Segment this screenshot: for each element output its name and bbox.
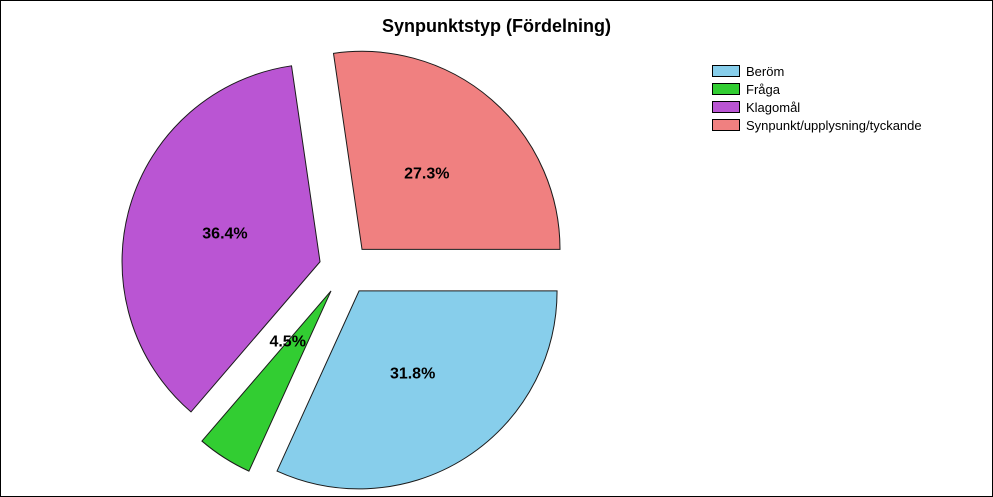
- pie-label-synpunkt: 27.3%: [404, 166, 449, 183]
- pie-label-berom: 31.8%: [390, 365, 435, 382]
- legend-item-klagomal: Klagomål: [712, 98, 922, 116]
- pie-label-klagomal: 36.4%: [202, 225, 247, 242]
- chart-title: Synpunktstyp (Fördelning): [382, 16, 611, 36]
- legend-swatch-fraga: [712, 83, 740, 95]
- legend-swatch-berom: [712, 65, 740, 77]
- legend-label-berom: Beröm: [746, 63, 785, 79]
- legend-label-klagomal: Klagomål: [746, 99, 801, 115]
- pie-slice-fraga: [201, 290, 332, 472]
- legend-swatch-synpunkt: [712, 119, 740, 131]
- pie-slice-berom: [276, 290, 558, 490]
- legend-item-fraga: Fråga: [712, 80, 922, 98]
- legend-label-synpunkt: Synpunkt/upplysning/tyckande: [746, 117, 922, 133]
- legend-item-berom: Beröm: [712, 62, 922, 80]
- pie-label-fraga: 4.5%: [269, 334, 305, 351]
- legend-item-synpunkt: Synpunkt/upplysning/tyckande: [712, 116, 922, 134]
- pie-slice-klagomal: [121, 65, 321, 413]
- legend: Beröm Fråga Klagomål Synpunkt/upplysning…: [712, 62, 922, 134]
- legend-swatch-klagomal: [712, 101, 740, 113]
- pie-slice-synpunkt: [332, 50, 561, 250]
- legend-label-fraga: Fråga: [746, 81, 780, 97]
